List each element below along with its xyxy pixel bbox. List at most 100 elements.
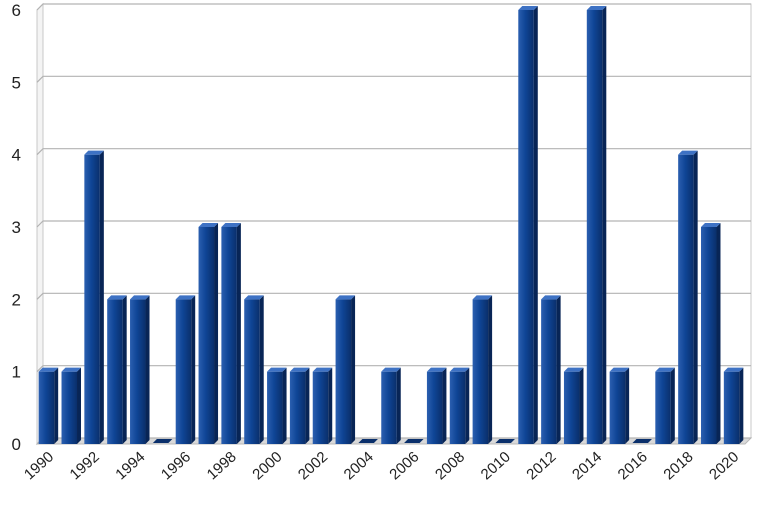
bar-top [130, 295, 150, 300]
bar-front [38, 371, 55, 444]
bar-side [191, 295, 196, 444]
bar-front [335, 299, 352, 444]
x-tick-label: 2008 [432, 448, 468, 483]
bar [175, 295, 196, 444]
bar-side [77, 367, 82, 444]
bar [61, 367, 82, 444]
bar-zero [152, 439, 173, 443]
bar-side [145, 295, 150, 444]
bar-side [328, 367, 333, 444]
bar [289, 367, 310, 444]
bar-front [175, 299, 192, 444]
bar [426, 367, 447, 444]
x-tick-label: 1990 [21, 448, 57, 483]
bar-zero [495, 439, 515, 443]
y-axis-tick-labels: 0 1 2 3 4 5 6 [12, 1, 21, 454]
bar [700, 223, 721, 444]
x-tick-label: 2000 [249, 448, 285, 483]
bar-front [61, 371, 78, 444]
bar-front [541, 299, 557, 444]
bar-side [54, 367, 59, 444]
bar [723, 367, 744, 444]
bar-side [716, 223, 721, 444]
y-gridline [36, 365, 751, 373]
x-tick-label: 1992 [67, 448, 103, 483]
bar [609, 367, 630, 444]
bar-top [61, 367, 82, 372]
bar-top [84, 150, 104, 155]
y-tick-label: 1 [12, 363, 21, 382]
bar-top [518, 6, 538, 10]
bar-top [107, 295, 127, 300]
bar-front [312, 371, 329, 444]
bars [38, 6, 744, 444]
bar [358, 439, 378, 443]
y-tick-label: 2 [12, 290, 21, 309]
x-tick-label: 1996 [158, 448, 194, 483]
bar-side [488, 295, 493, 444]
x-tick-label: 2014 [569, 448, 605, 483]
bar-front [678, 154, 694, 444]
bar-top [289, 367, 310, 372]
bar-front [700, 227, 717, 444]
bar [678, 150, 698, 444]
bar-top [655, 367, 675, 372]
bar-front [107, 299, 123, 444]
bar-front [518, 10, 534, 444]
x-tick-label: 1994 [112, 448, 148, 483]
bar-side [465, 367, 470, 444]
x-tick-label: 1998 [204, 448, 240, 483]
y-tick-label: 6 [12, 1, 21, 20]
bar-top [541, 295, 561, 300]
x-tick-label: 2020 [706, 448, 742, 483]
bar-front [244, 299, 260, 444]
bar-top [198, 223, 219, 227]
bar [518, 6, 538, 444]
bar [244, 295, 264, 444]
x-tick-label: 2004 [341, 448, 377, 483]
bar [312, 367, 333, 444]
bar-zero [632, 439, 652, 443]
bar [404, 439, 424, 443]
bar [335, 295, 356, 444]
x-axis-tick-labels: 1990 1992 1994 1996 1998 2000 2002 2004 2006 2008… [21, 448, 742, 483]
bar-top [449, 367, 470, 372]
bar [541, 295, 561, 444]
bar-side [442, 367, 447, 444]
bar-top [381, 367, 401, 372]
bar-side [305, 367, 310, 444]
bar-front [267, 371, 283, 444]
bar-front [449, 371, 466, 444]
bar-side [214, 223, 219, 444]
bar-zero [404, 439, 424, 443]
bar-side [351, 295, 356, 444]
bar [38, 367, 59, 444]
bar [655, 367, 675, 444]
bar-front [130, 299, 146, 444]
bar [130, 295, 150, 444]
bar-top [267, 367, 287, 372]
bar-front [426, 371, 443, 444]
bar-top [221, 223, 241, 227]
y-gridline [36, 3, 751, 11]
y-gridline [36, 292, 751, 300]
bar [563, 367, 584, 444]
bar-top [563, 367, 584, 372]
bar-top [586, 6, 607, 10]
bar [152, 439, 173, 443]
bar-side [99, 150, 104, 444]
bar-side [625, 367, 630, 444]
bar-top [244, 295, 264, 300]
bar-top [312, 367, 333, 372]
bar-top [723, 367, 744, 372]
x-tick-label: 2010 [478, 448, 514, 483]
x-tick-label: 2002 [295, 448, 331, 483]
y-tick-label: 3 [12, 218, 21, 237]
bar-side [533, 6, 538, 444]
bar-zero [358, 439, 378, 443]
bar-top [175, 295, 196, 300]
bar-top [609, 367, 630, 372]
x-tick-label: 2018 [660, 448, 696, 483]
bar-front [198, 227, 215, 444]
y-gridline [36, 75, 751, 83]
